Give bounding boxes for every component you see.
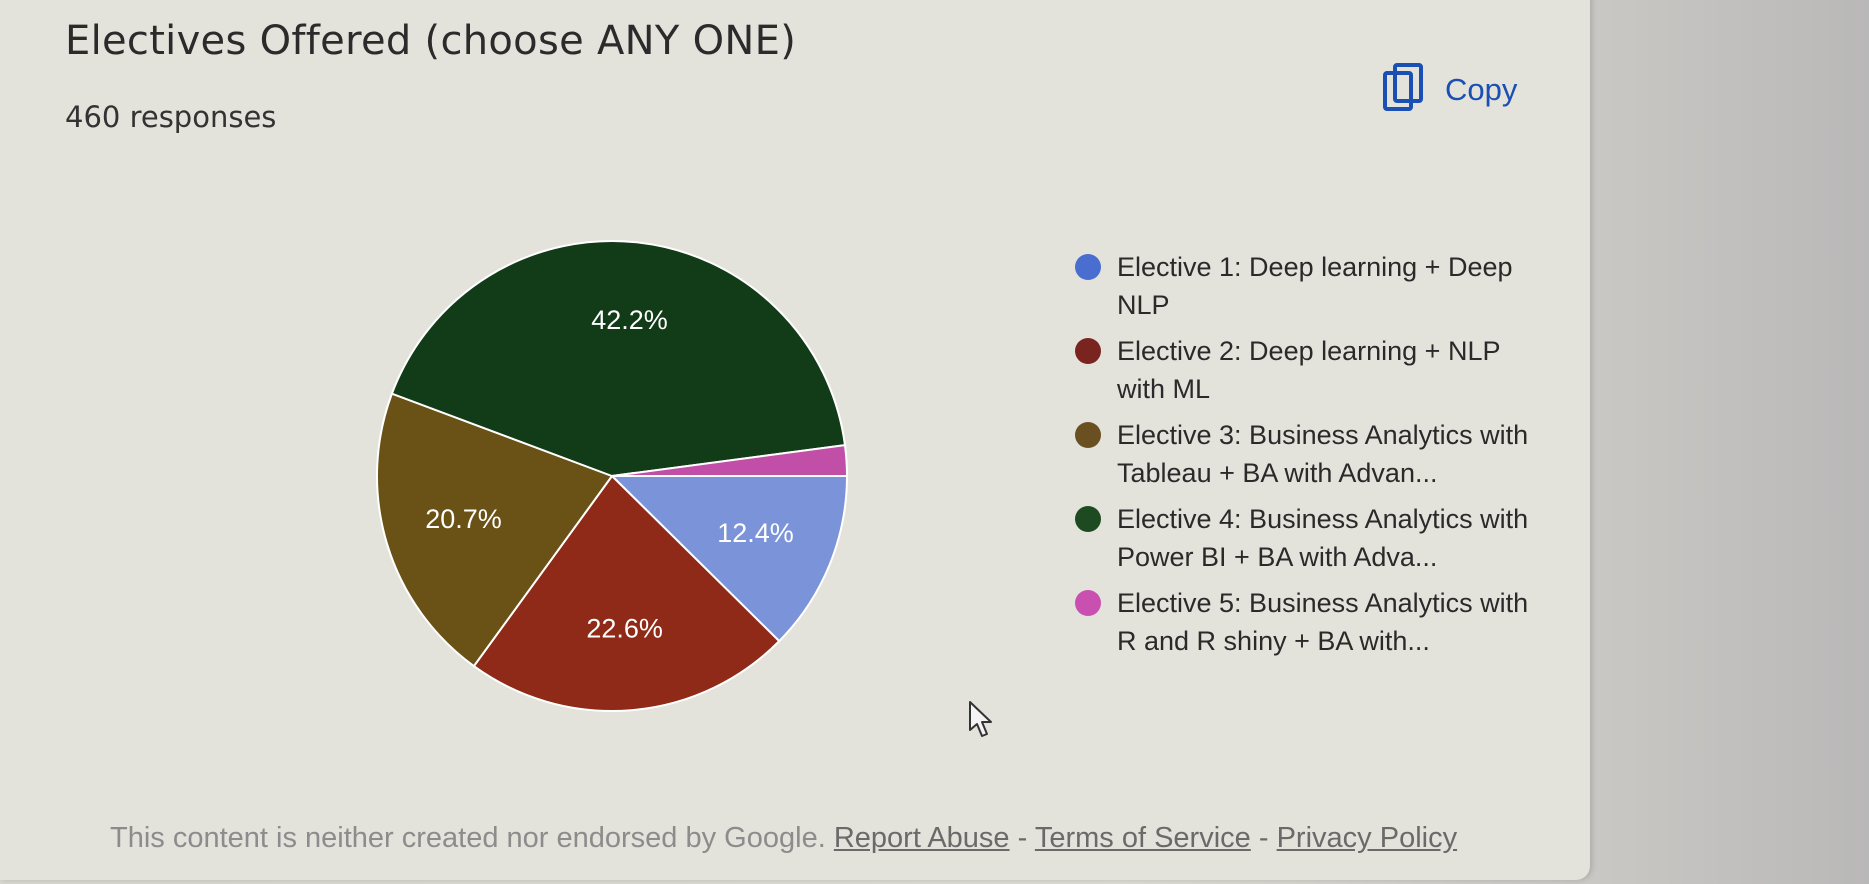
- footer: This content is neither created nor endo…: [110, 822, 1457, 855]
- pie-slice-2[interactable]: [472, 474, 781, 712]
- legend-swatch: [1075, 506, 1101, 532]
- legend-swatch: [1075, 254, 1101, 280]
- pie-chart: 12.4% 22.6% 20.7% 42.2%: [376, 240, 849, 712]
- legend-swatch: [1075, 422, 1101, 448]
- pie-data-label-4: 42.2%: [591, 305, 668, 335]
- legend-item-1[interactable]: Elective 1: Deep learning + Deep NLP: [1075, 248, 1535, 324]
- legend-swatch: [1075, 338, 1101, 364]
- report-abuse-link[interactable]: Report Abuse: [833, 822, 1010, 854]
- copy-label: Copy: [1445, 72, 1518, 107]
- footer-separator: -: [1258, 822, 1269, 854]
- pie-data-label-3: 20.7%: [425, 504, 502, 534]
- pie-data-label-1: 12.4%: [717, 518, 794, 548]
- legend-label: Elective 3: Business Analytics with Tabl…: [1117, 420, 1529, 488]
- mouse-cursor-icon: [969, 701, 992, 737]
- question-title: Electives Offered (choose ANY ONE): [65, 18, 797, 64]
- pie-slice-5[interactable]: [611, 443, 849, 477]
- legend-label: Elective 1: Deep learning + Deep NLP: [1117, 252, 1513, 320]
- legend-label: Elective 2: Deep learning + NLP with ML: [1117, 336, 1500, 404]
- legend-item-2[interactable]: Elective 2: Deep learning + NLP with ML: [1075, 332, 1535, 408]
- terms-link[interactable]: Terms of Service: [1034, 822, 1251, 854]
- legend-item-4[interactable]: Elective 4: Business Analytics with Powe…: [1075, 500, 1535, 576]
- pie-slice-4[interactable]: [390, 240, 847, 478]
- response-count: 460 responses: [65, 100, 277, 134]
- legend-label: Elective 4: Business Analytics with Powe…: [1117, 504, 1529, 572]
- chart-legend: Elective 1: Deep learning + Deep NLP Elec…: [1075, 248, 1535, 668]
- legend-label: Elective 5: Business Analytics with R an…: [1117, 588, 1529, 656]
- footer-disclaimer: This content is neither created nor endo…: [110, 822, 826, 854]
- copy-button[interactable]: Copy: [1383, 62, 1517, 118]
- pie-slice-3[interactable]: [376, 392, 614, 668]
- legend-item-3[interactable]: Elective 3: Business Analytics with Tabl…: [1075, 416, 1535, 492]
- copy-icon: [1383, 62, 1425, 118]
- legend-swatch: [1075, 590, 1101, 616]
- pie-slice-1[interactable]: [609, 475, 849, 643]
- privacy-link[interactable]: Privacy Policy: [1276, 822, 1458, 854]
- footer-separator: -: [1017, 822, 1028, 854]
- pie-data-label-2: 22.6%: [586, 614, 663, 644]
- legend-item-5[interactable]: Elective 5: Business Analytics with R an…: [1075, 584, 1535, 660]
